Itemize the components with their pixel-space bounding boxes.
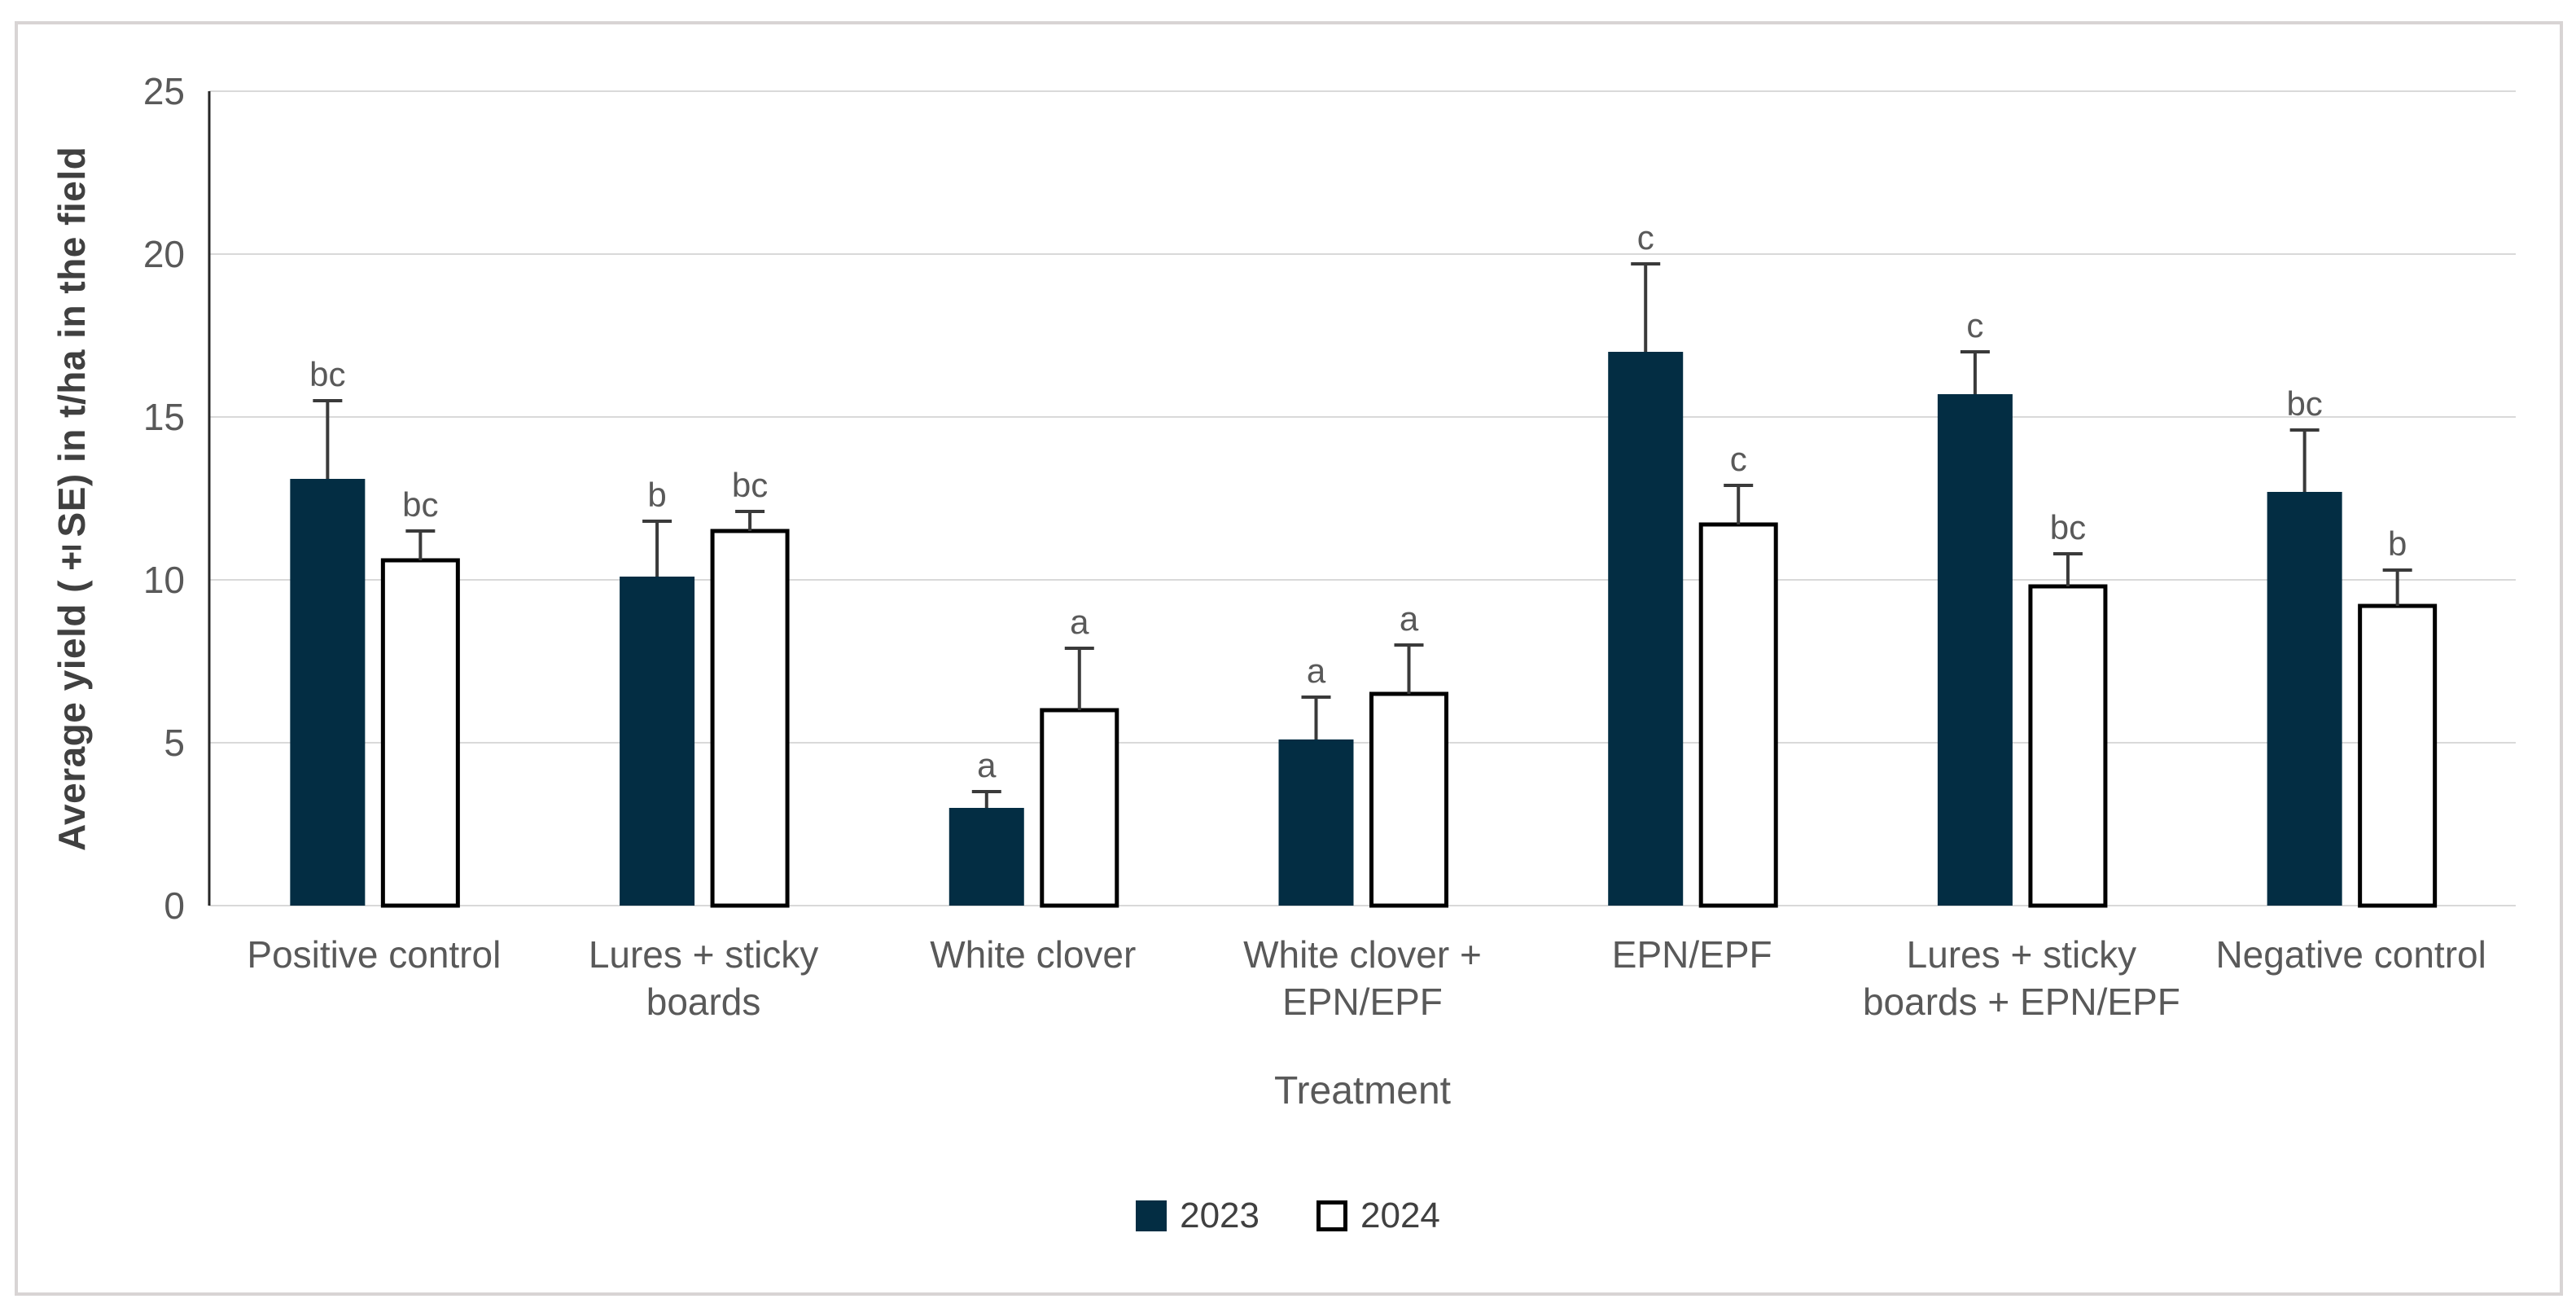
sig-letter: bc xyxy=(2050,508,2086,546)
sig-letter: b xyxy=(647,476,666,514)
bar-2024-lures-sticky-boards-epn-epf xyxy=(2028,584,2108,908)
legend-item-2023: 2023 xyxy=(1136,1196,1260,1236)
x-category-label: White clover xyxy=(930,933,1136,976)
bar-2023-negative-control xyxy=(2267,492,2342,906)
x-category-label: EPN/EPF xyxy=(1612,933,1772,976)
bar-2024-white-clover xyxy=(1040,708,1119,908)
sig-letter: a xyxy=(1400,599,1419,638)
sig-letter: a xyxy=(1307,652,1326,690)
legend-swatch-2023 xyxy=(1136,1200,1168,1231)
sig-letter: c xyxy=(1966,306,1983,344)
sig-letter: bc xyxy=(2286,384,2322,423)
bar-2023-lures-sticky-boards-epn-epf xyxy=(1937,394,2013,906)
bar-2024-white-clover-epn-epf xyxy=(1369,691,1448,908)
sig-letter: c xyxy=(1730,440,1747,478)
y-tick-label: 25 xyxy=(143,70,185,112)
x-category-label: White clover + xyxy=(1243,933,1482,976)
y-tick-label: 15 xyxy=(143,396,185,438)
y-tick-label: 5 xyxy=(164,722,185,764)
legend-swatch-2024 xyxy=(1316,1200,1347,1231)
bar-2023-white-clover xyxy=(948,808,1024,906)
x-category-label: boards xyxy=(646,981,761,1023)
legend-item-2024: 2024 xyxy=(1316,1196,1440,1236)
sig-letter: b xyxy=(2388,524,2407,563)
sig-letter: a xyxy=(1070,603,1089,641)
sig-letter: c xyxy=(1637,218,1654,257)
bar-2023-epn-epf xyxy=(1608,352,1684,906)
legend-label-2024: 2024 xyxy=(1360,1196,1440,1235)
sig-letter: a xyxy=(977,746,997,784)
bar-2024-lures-sticky-boards xyxy=(710,529,790,908)
y-axis-title: Average yield (±SE) in t/ha in the field xyxy=(50,146,93,851)
legend: 2023 2024 xyxy=(0,1196,2576,1236)
bar-2023-lures-sticky-boards xyxy=(620,577,695,906)
bar-2023-positive-control xyxy=(290,479,366,906)
x-axis-title: Treatment xyxy=(1274,1069,1451,1112)
bar-2024-positive-control xyxy=(380,558,460,908)
bar-2024-negative-control xyxy=(2358,603,2438,908)
x-category-label: Lures + sticky xyxy=(1907,933,2137,976)
x-category-label: EPN/EPF xyxy=(1282,981,1443,1023)
bar-2024-epn-epf xyxy=(1698,522,1778,908)
x-category-label: boards + EPN/EPF xyxy=(1863,981,2180,1023)
sig-letter: bc xyxy=(402,485,438,524)
bar-2023-white-clover-epn-epf xyxy=(1278,739,1354,906)
x-category-label: Negative control xyxy=(2215,933,2486,976)
legend-label-2023: 2023 xyxy=(1180,1196,1260,1235)
x-category-label: Lures + sticky xyxy=(589,933,819,976)
x-category-label: Positive control xyxy=(247,933,501,976)
sig-letter: bc xyxy=(309,355,345,393)
sig-letter: bc xyxy=(732,466,768,504)
y-tick-label: 0 xyxy=(164,884,185,927)
y-tick-label: 10 xyxy=(143,559,185,601)
y-tick-label: 20 xyxy=(143,233,185,275)
